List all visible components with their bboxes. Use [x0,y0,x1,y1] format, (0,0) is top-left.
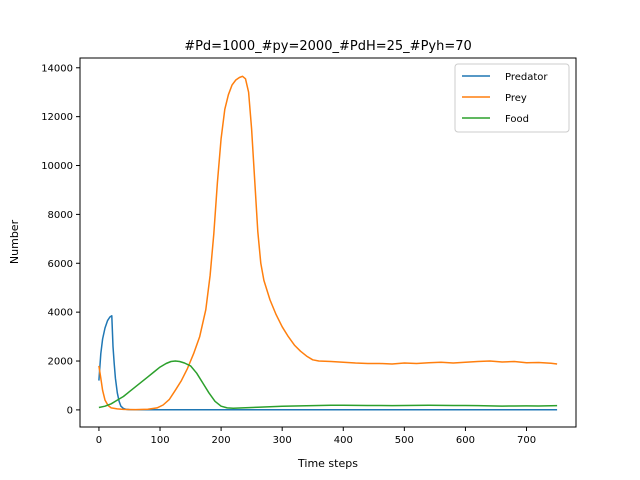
legend: Predator Prey Food [454,63,570,133]
x-tick-label: 300 [273,435,292,446]
y-tick-label: 4000 [48,308,73,319]
x-axis-label: Time steps [297,457,358,470]
y-tick-label: 6000 [48,259,73,270]
y-tick-label: 8000 [48,210,73,221]
x-tick-label: 400 [334,435,353,446]
series-line-predator [98,315,558,411]
series-lines [98,75,558,411]
x-tick-label: 200 [212,435,231,446]
y-tick-label: 0 [67,405,73,416]
plot-frame [79,57,577,428]
legend-box [454,63,570,133]
legend-label-prey: Prey [505,93,527,104]
x-tick-label: 100 [150,435,169,446]
y-tick-label: 2000 [48,357,73,368]
series-line-food [98,360,558,409]
series-line-prey [98,75,558,411]
y-axis-label: Number [8,219,21,264]
legend-label-predator: Predator [505,72,548,83]
x-tick-label: 0 [96,435,102,446]
chart-title: #Pd=1000_#py=2000_#PdH=25_#Pyh=70 [184,39,472,54]
x-axis-ticks: 0 100 200 300 400 500 600 700 [96,427,536,446]
y-tick-label: 10000 [41,161,73,172]
x-tick-label: 600 [456,435,475,446]
y-tick-label: 12000 [41,112,73,123]
y-axis-ticks: 0 2000 4000 6000 8000 10000 12000 14000 [41,63,80,416]
x-tick-label: 700 [517,435,536,446]
x-tick-label: 500 [395,435,414,446]
y-tick-label: 14000 [41,63,73,74]
legend-label-food: Food [505,114,529,125]
